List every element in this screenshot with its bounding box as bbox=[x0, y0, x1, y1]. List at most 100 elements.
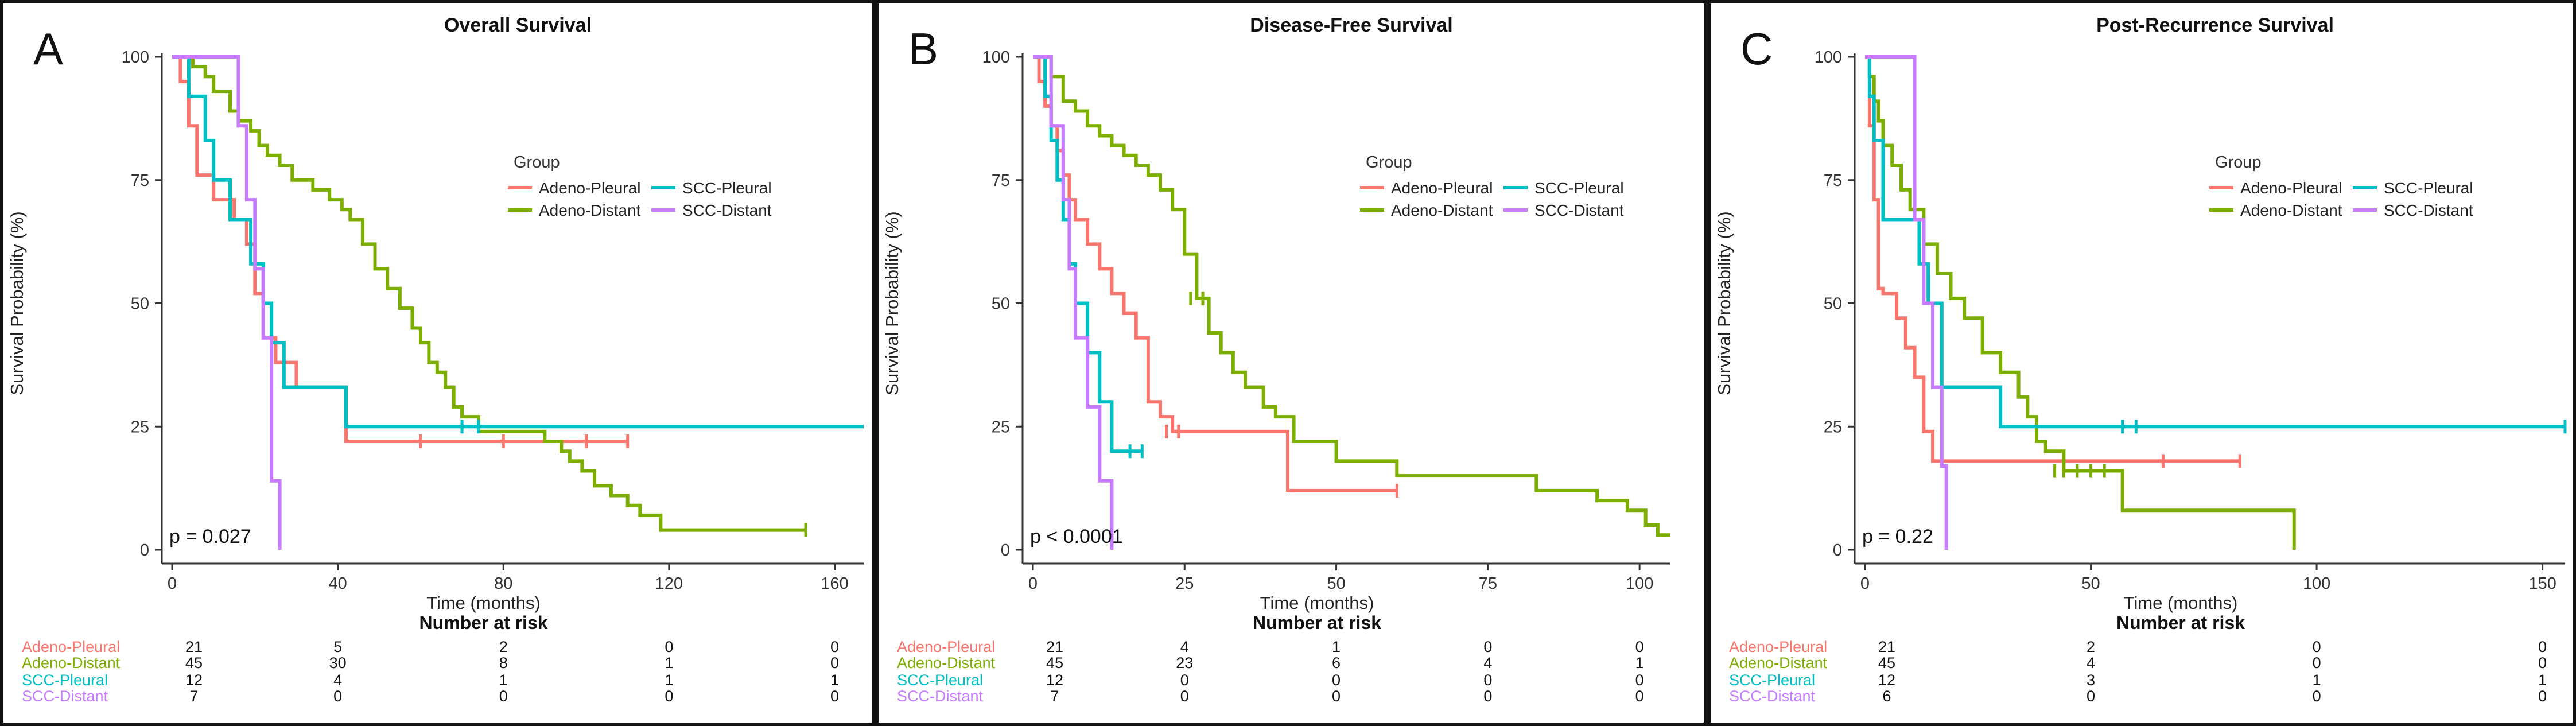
legend-label: Adeno-Distant bbox=[539, 201, 641, 219]
risk-count: 0 bbox=[2313, 638, 2321, 655]
risk-count: 45 bbox=[1046, 654, 1063, 671]
risk-count: 45 bbox=[1878, 654, 1895, 671]
risk-table-title: Number at risk bbox=[419, 612, 547, 633]
risk-count: 1 bbox=[665, 671, 673, 689]
x-tick-label: 160 bbox=[821, 574, 848, 593]
y-tick-label: 75 bbox=[131, 172, 149, 190]
risk-table-title: Number at risk bbox=[2116, 612, 2245, 633]
legend-title: Group bbox=[514, 153, 560, 172]
x-tick-label: 0 bbox=[1860, 574, 1870, 593]
risk-count: 0 bbox=[665, 638, 673, 655]
legend-label: SCC-Distant bbox=[2384, 201, 2473, 219]
series-line-adeno-distant bbox=[172, 55, 806, 532]
risk-row-label: SCC-Pleural bbox=[1729, 671, 1815, 689]
risk-count: 5 bbox=[333, 638, 342, 655]
risk-count: 4 bbox=[333, 671, 342, 689]
legend-label: Adeno-Pleural bbox=[539, 179, 640, 197]
y-tick-label: 100 bbox=[122, 48, 149, 67]
risk-count: 0 bbox=[830, 688, 839, 705]
legend-label: SCC-Pleural bbox=[2384, 179, 2473, 197]
y-tick-label: 75 bbox=[992, 172, 1010, 190]
y-tick-label: 50 bbox=[131, 295, 149, 313]
y-tick-label: 100 bbox=[982, 48, 1010, 67]
risk-count: 23 bbox=[1176, 654, 1193, 671]
legend-title: Group bbox=[2215, 153, 2262, 172]
legend-label: Adeno-Distant bbox=[2240, 201, 2342, 219]
x-tick-label: 25 bbox=[1175, 574, 1194, 593]
series-line-scc-pleural bbox=[172, 55, 864, 429]
y-axis-title: Survival Probability (%) bbox=[1714, 211, 1734, 395]
risk-table-title: Number at risk bbox=[1253, 612, 1381, 633]
x-axis-title: Time (months) bbox=[1260, 593, 1374, 613]
risk-count: 0 bbox=[665, 688, 673, 705]
risk-count: 1 bbox=[830, 671, 839, 689]
risk-count: 0 bbox=[499, 688, 508, 705]
risk-count: 1 bbox=[1635, 654, 1644, 671]
legend-label: Adeno-Pleural bbox=[2240, 179, 2342, 197]
risk-row-label: SCC-Pleural bbox=[22, 671, 108, 689]
chart-title: Overall Survival bbox=[444, 14, 592, 36]
risk-row-label: Adeno-Pleural bbox=[22, 638, 120, 655]
legend-label: SCC-Pleural bbox=[1534, 179, 1624, 197]
legend-label: Adeno-Pleural bbox=[1391, 179, 1493, 197]
risk-count: 0 bbox=[2313, 688, 2321, 705]
series-line-adeno-distant bbox=[1033, 55, 1670, 537]
risk-count: 4 bbox=[1180, 638, 1189, 655]
risk-count: 0 bbox=[2313, 654, 2321, 671]
x-tick-label: 80 bbox=[494, 574, 512, 593]
risk-count: 4 bbox=[1483, 654, 1492, 671]
x-tick-label: 0 bbox=[1028, 574, 1038, 593]
x-axis-title: Time (months) bbox=[2124, 593, 2238, 613]
risk-count: 0 bbox=[2538, 654, 2547, 671]
panel-frame bbox=[0, 0, 875, 726]
chart-title: Disease-Free Survival bbox=[1250, 14, 1452, 36]
risk-count: 12 bbox=[1878, 671, 1895, 689]
risk-row-label: Adeno-Pleural bbox=[897, 638, 995, 655]
panel-frame bbox=[1707, 0, 2576, 726]
risk-row-label: SCC-Pleural bbox=[897, 671, 983, 689]
risk-count: 30 bbox=[329, 654, 347, 671]
risk-row-label: Adeno-Distant bbox=[22, 654, 121, 671]
legend-label: Adeno-Distant bbox=[1391, 201, 1493, 219]
y-tick-label: 75 bbox=[1824, 172, 1842, 190]
y-tick-label: 25 bbox=[1824, 418, 1842, 436]
risk-count: 2 bbox=[2087, 638, 2095, 655]
risk-count: 0 bbox=[2538, 688, 2547, 705]
p-value: p < 0.0001 bbox=[1030, 526, 1123, 548]
risk-count: 1 bbox=[1332, 638, 1341, 655]
chart-title: Post-Recurrence Survival bbox=[2096, 14, 2334, 36]
risk-count: 21 bbox=[185, 638, 203, 655]
series-line-adeno-pleural bbox=[172, 55, 628, 444]
panel-letter: A bbox=[33, 24, 63, 74]
y-tick-label: 50 bbox=[1824, 295, 1842, 313]
x-tick-label: 50 bbox=[1327, 574, 1345, 593]
risk-count: 0 bbox=[1483, 688, 1492, 705]
y-tick-label: 100 bbox=[1815, 48, 1842, 67]
x-tick-label: 50 bbox=[2081, 574, 2100, 593]
risk-count: 0 bbox=[1635, 671, 1644, 689]
x-tick-label: 100 bbox=[2303, 574, 2330, 593]
p-value: p = 0.027 bbox=[169, 526, 251, 548]
risk-count: 7 bbox=[189, 688, 198, 705]
y-tick-label: 25 bbox=[131, 418, 149, 436]
y-tick-label: 0 bbox=[1001, 541, 1010, 560]
x-tick-label: 75 bbox=[1479, 574, 1497, 593]
risk-row-label: SCC-Distant bbox=[1729, 688, 1816, 705]
legend-title: Group bbox=[1366, 153, 1412, 172]
series-line-scc-pleural bbox=[1865, 55, 2565, 429]
risk-count: 0 bbox=[1483, 638, 1492, 655]
risk-count: 2 bbox=[499, 638, 508, 655]
p-value: p = 0.22 bbox=[1862, 526, 1933, 548]
risk-count: 1 bbox=[2538, 671, 2547, 689]
risk-count: 0 bbox=[830, 638, 839, 655]
y-tick-label: 50 bbox=[992, 295, 1010, 313]
risk-count: 4 bbox=[2087, 654, 2095, 671]
legend-label: SCC-Distant bbox=[682, 201, 772, 219]
risk-count: 6 bbox=[1332, 654, 1341, 671]
y-axis-title: Survival Probability (%) bbox=[7, 211, 27, 395]
risk-count: 0 bbox=[830, 654, 839, 671]
risk-count: 0 bbox=[1635, 638, 1644, 655]
